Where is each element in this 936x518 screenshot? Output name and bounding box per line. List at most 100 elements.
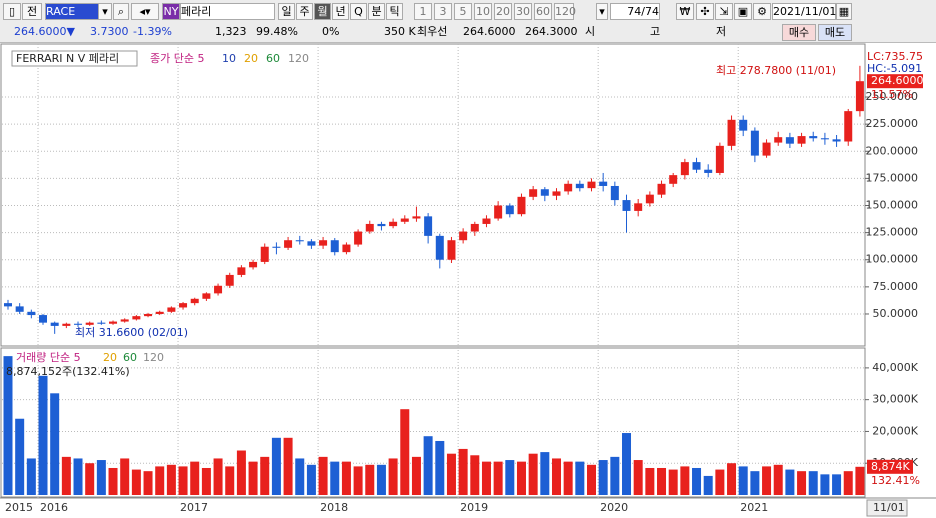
settings-button[interactable]: ⚙ [753, 3, 771, 20]
interval-button[interactable]: 3 [434, 3, 452, 20]
interval-button[interactable]: 30 [514, 3, 532, 20]
interval-button[interactable]: 60 [534, 3, 552, 20]
candle-body [389, 221, 398, 227]
volume-bar [692, 467, 702, 495]
y-tick-label: 225.0000 [866, 117, 919, 130]
period-button[interactable]: Q [350, 3, 367, 20]
candle-body [214, 285, 223, 294]
volume: 1,323 [215, 25, 247, 38]
candle-body [155, 311, 164, 314]
volume-bar [785, 469, 795, 495]
candle-body [785, 137, 794, 144]
volume-bar [435, 440, 445, 495]
candle-body [517, 196, 526, 215]
x-tick-label: 2015 [5, 501, 33, 514]
volume-bar [727, 463, 737, 495]
y-tick-label: 150.0000 [866, 199, 919, 212]
volume-bar [73, 458, 83, 495]
candle-body [762, 142, 771, 156]
volume-bar [481, 461, 491, 495]
candle-body [424, 216, 433, 236]
period-button[interactable]: 분 [368, 3, 385, 20]
ticker-input[interactable]: RACE [45, 3, 99, 20]
candle-body [634, 203, 643, 211]
volume-bar [330, 461, 340, 495]
period-button[interactable]: 월 [314, 3, 331, 20]
volume-bar [563, 461, 573, 495]
volume-bar [108, 467, 118, 495]
quote-bar: 264.6000▼ 3.7300 -1.39% 1,323 99.48% 0% … [0, 22, 936, 43]
candle-body [669, 175, 678, 184]
y-tick-label: 175.0000 [866, 171, 919, 184]
candle-body [564, 183, 573, 192]
sound-button[interactable]: ◂▾ [131, 3, 159, 20]
candle-body [295, 240, 304, 242]
period-button[interactable]: 년 [332, 3, 349, 20]
volume-bar [376, 464, 386, 495]
search-button[interactable]: ⌕ [113, 3, 129, 20]
candle-body [809, 136, 818, 139]
period-button[interactable]: 일 [278, 3, 295, 20]
candle-body [774, 137, 783, 143]
volume-bar [271, 437, 281, 495]
candle-body [85, 322, 94, 325]
volume-bar [225, 466, 235, 495]
count-input[interactable]: 74/74 [610, 3, 660, 20]
dropdown[interactable]: ▾ [98, 3, 112, 20]
volume-bar [155, 466, 165, 495]
volume-bar [131, 469, 141, 495]
candle-body [144, 313, 153, 317]
icon-button[interactable]: ₩ [676, 3, 694, 20]
sell-button[interactable]: 매도 [818, 24, 852, 41]
date-input[interactable]: 2021/11/01 [772, 3, 837, 20]
interval-button[interactable]: 10 [474, 3, 492, 20]
candle-body [832, 139, 841, 142]
candle-body [167, 307, 176, 312]
volume-bar [703, 475, 713, 495]
buy-button[interactable]: 매수 [782, 24, 816, 41]
ratio: 99.48% [256, 25, 298, 38]
x-tick-label: 2016 [40, 501, 68, 514]
candle-body [400, 218, 409, 222]
y-tick-label: 20,000K [872, 424, 918, 437]
volume-bar [551, 458, 561, 495]
candle-body [260, 246, 269, 262]
interval-button[interactable]: 5 [454, 3, 472, 20]
candle-body [237, 267, 246, 275]
period-button[interactable]: 틱 [386, 3, 403, 20]
ask: 264.6000 [463, 25, 516, 38]
volume-bar [797, 471, 807, 495]
y-tick-label: 100.0000 [866, 253, 919, 266]
volume-bar [832, 474, 842, 495]
volume-bar [190, 461, 200, 495]
volume-bar [295, 458, 305, 495]
icon-button[interactable]: ⇲ [715, 3, 733, 20]
interval-button[interactable]: 1 [414, 3, 432, 20]
icon-button[interactable]: ✣ [696, 3, 714, 20]
candle-body [39, 315, 48, 323]
save-button[interactable]: ▣ [734, 3, 752, 20]
volume-bar [622, 433, 632, 495]
candle-body [342, 244, 351, 253]
candle-body [97, 322, 106, 324]
candle-body [727, 119, 736, 146]
volume-bar [423, 436, 433, 495]
icon-button[interactable]: ▯ [3, 3, 21, 20]
candle-body [202, 293, 211, 299]
calendar-button[interactable]: ▦ [836, 3, 852, 20]
dropdown[interactable]: ▾ [596, 3, 608, 20]
legend-box [11, 50, 138, 67]
interval-button[interactable]: 20 [494, 3, 512, 20]
name-input[interactable]: 페라리 [180, 3, 275, 20]
candle-body [482, 218, 491, 224]
price-panel [0, 43, 866, 347]
market-button[interactable]: 전 [22, 3, 42, 20]
candle-body [109, 321, 118, 324]
interval-button[interactable]: 120 [554, 3, 576, 20]
legend-indicator: 거래량 단순 5 [16, 351, 81, 364]
candle-body [62, 323, 71, 326]
period-button[interactable]: 주 [296, 3, 313, 20]
volume-bar [260, 456, 270, 495]
volume-bar [458, 448, 468, 495]
volume-bar [411, 456, 421, 495]
